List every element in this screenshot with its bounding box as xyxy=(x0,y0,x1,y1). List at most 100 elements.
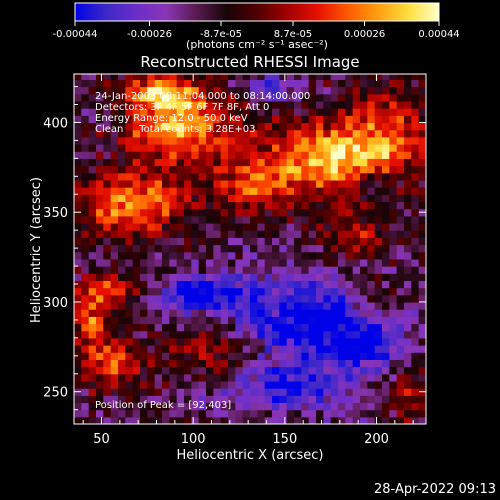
heatmap-cell xyxy=(81,287,90,296)
heatmap-cell xyxy=(81,323,90,332)
heatmap-cell xyxy=(330,129,339,138)
heatmap-cell xyxy=(228,316,236,325)
heatmap-cell xyxy=(176,108,185,116)
heatmap-cell xyxy=(352,373,361,382)
heatmap-cell xyxy=(338,151,346,159)
heatmap-cell xyxy=(140,151,148,159)
heatmap-cell xyxy=(345,108,354,116)
heatmap-cell xyxy=(360,172,368,181)
heatmap-cell xyxy=(184,323,192,332)
heatmap-cell xyxy=(103,194,112,203)
heatmap-cell xyxy=(242,222,251,231)
heatmap-cell xyxy=(308,323,317,332)
heatmap-cell xyxy=(257,316,266,325)
heatmap-cell xyxy=(345,201,354,210)
heatmap-cell xyxy=(294,251,302,260)
heatmap-cell xyxy=(250,244,258,253)
heatmap-cell xyxy=(140,165,148,174)
heatmap-cell xyxy=(264,301,273,310)
heatmap-cell xyxy=(96,280,104,289)
heatmap-cell xyxy=(323,395,332,404)
heatmap-cell xyxy=(162,345,170,353)
heatmap-cell xyxy=(374,179,383,188)
heatmap-cell xyxy=(125,129,134,138)
heatmap-cell xyxy=(228,79,236,88)
heatmap-cell xyxy=(272,74,280,80)
heatmap-cell xyxy=(206,129,214,138)
heatmap-cell xyxy=(88,330,97,339)
heatmap-cell xyxy=(404,359,412,368)
heatmap-cell xyxy=(389,352,398,360)
heatmap-cell xyxy=(213,273,222,282)
heatmap-cell xyxy=(132,74,141,80)
heatmap-cell xyxy=(125,409,134,418)
heatmap-cell xyxy=(367,258,376,267)
colorbar: -0.00044 -0.00026 -8.7e-05 8.7e-05 0.00026 0.… xyxy=(53,2,460,51)
heatmap-cell xyxy=(147,74,156,80)
heatmap-cell xyxy=(286,402,295,411)
y-axis-label: Heliocentric Y (arcsec) xyxy=(29,177,44,323)
heatmap-cell xyxy=(242,280,251,289)
heatmap-cell xyxy=(184,79,192,88)
heatmap-cell xyxy=(389,187,398,195)
heatmap-cell xyxy=(411,129,420,138)
heatmap-cell xyxy=(352,222,361,231)
heatmap-cell xyxy=(147,129,156,138)
heatmap-cell xyxy=(264,323,273,332)
heatmap-cell xyxy=(404,215,412,224)
heatmap-cell xyxy=(323,136,332,145)
heatmap-cell xyxy=(338,93,346,102)
heatmap-cell xyxy=(330,187,339,195)
heatmap-cell xyxy=(228,129,236,138)
heatmap-cell xyxy=(125,215,134,224)
heatmap-cell xyxy=(118,100,126,109)
heatmap-cell xyxy=(264,74,273,80)
heatmap-cell xyxy=(396,151,405,159)
heatmap-cell xyxy=(118,144,126,152)
heatmap-cell xyxy=(286,187,295,195)
x-axis-label: Heliocentric X (arcsec) xyxy=(177,448,324,463)
heatmap-cell xyxy=(103,345,112,353)
heatmap-cell xyxy=(184,93,192,102)
heatmap-cell xyxy=(272,273,280,282)
heatmap-cell xyxy=(389,395,398,404)
heatmap-cell xyxy=(308,208,317,217)
heatmap-cell xyxy=(81,93,90,102)
heatmap-cell xyxy=(140,352,148,360)
heatmap-cell xyxy=(330,294,339,303)
heatmap-cell xyxy=(242,294,251,303)
heatmap-cell xyxy=(125,244,134,253)
heatmap-cell xyxy=(169,74,178,80)
heatmap-cell xyxy=(235,201,244,210)
heatmap-cell xyxy=(228,280,236,289)
heatmap-cell xyxy=(272,309,280,317)
heatmap-cell xyxy=(198,215,207,224)
heatmap-cell xyxy=(140,294,148,303)
heatmap-cell xyxy=(96,79,104,88)
heatmap-cell xyxy=(125,136,134,145)
heatmap-cell xyxy=(184,316,192,325)
heatmap-cell xyxy=(250,301,258,310)
heatmap-cell xyxy=(418,301,426,310)
heatmap-cell xyxy=(191,86,200,95)
heatmap-cell xyxy=(176,172,185,181)
heatmap-cell xyxy=(235,172,244,181)
heatmap-cell xyxy=(125,93,134,102)
heatmap-cell xyxy=(103,273,112,282)
heatmap-cell xyxy=(176,151,185,159)
heatmap-cell xyxy=(374,366,383,375)
heatmap-cell xyxy=(110,237,119,246)
heatmap-cell xyxy=(220,380,229,389)
heatmap-cell xyxy=(338,179,346,188)
heatmap-cell xyxy=(323,352,332,360)
heatmap-cell xyxy=(154,108,163,116)
heatmap-cell xyxy=(242,309,251,317)
heatmap-cell xyxy=(176,122,185,131)
heatmap-cell xyxy=(257,215,266,224)
heatmap-cell xyxy=(345,93,354,102)
heatmap-cell xyxy=(367,108,376,116)
heatmap-cell xyxy=(308,136,317,145)
heatmap-cell xyxy=(345,388,354,396)
heatmap-cell xyxy=(404,409,412,418)
heatmap-cell xyxy=(154,244,163,253)
